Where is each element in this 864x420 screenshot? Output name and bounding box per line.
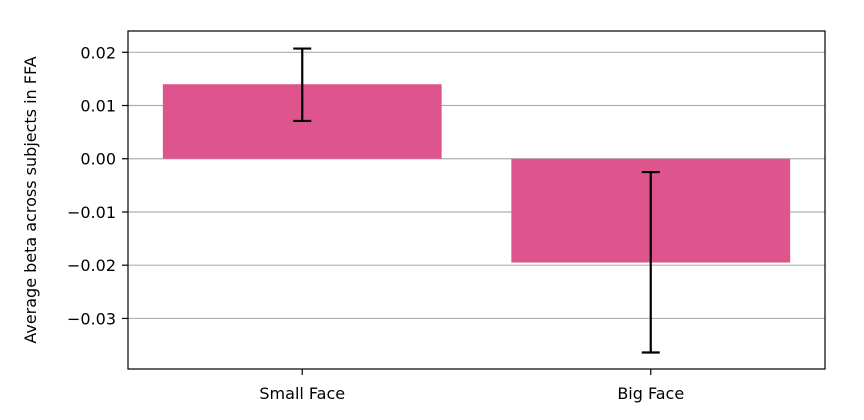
y-axis-ticks: 0.02 0.01 0.00 −0.01 −0.02 −0.03 [67,43,128,328]
plot-frame [127,30,826,370]
x-axis-ticks: Small Face Big Face [259,369,684,403]
x-tick-label: Big Face [617,384,684,403]
y-tick-label: −0.03 [67,309,116,328]
x-tick-label: Small Face [259,384,345,403]
error-bar-layer [293,47,660,354]
y-tick-label: −0.02 [67,256,116,275]
y-tick-label: −0.01 [67,203,116,222]
y-tick-label: 0.00 [80,150,116,169]
bar-layer [162,84,791,263]
y-tick-label: 0.01 [80,97,116,116]
y-tick-label: 0.02 [80,43,116,62]
y-axis-label: Average beta across subjects in FFA [21,56,40,343]
